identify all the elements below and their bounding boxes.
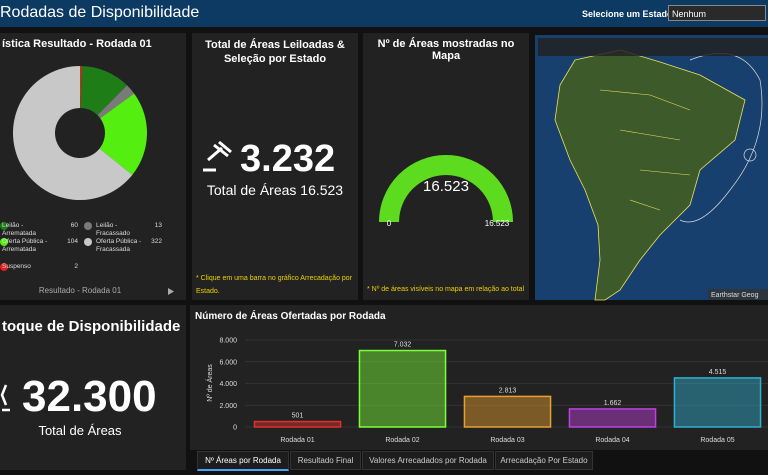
- legend-label: Oferta Pública - Fracassada: [96, 238, 142, 253]
- bar: [568, 408, 657, 428]
- y-tick-label: 0: [233, 425, 237, 432]
- y-tick-label: 2.000: [219, 403, 237, 410]
- tab[interactable]: Valores Arrecadados por Rodada: [362, 451, 494, 470]
- pie-slice: [80, 66, 128, 116]
- value-label: 4.515: [709, 369, 727, 376]
- state-select[interactable]: Nenhum: [668, 5, 766, 21]
- y-tick-label: 8.000: [219, 338, 237, 345]
- tab[interactable]: Resultado Final: [290, 451, 361, 470]
- bar: [253, 420, 342, 428]
- pie-slice: [99, 93, 148, 175]
- y-axis-label: Nº de Áreas: [205, 364, 214, 402]
- stock-title: toque de Disponibilidade: [2, 318, 181, 335]
- auction-title: Total de Áreas Leiloadas & Seleção por E…: [205, 39, 345, 65]
- stock-icon: [0, 384, 10, 412]
- map-borders: [599, 89, 691, 211]
- map-count-title: Nº de Áreas mostradas no Mapa: [377, 38, 515, 62]
- auction-panel: [192, 33, 358, 300]
- map-attribution-bg: [708, 289, 768, 300]
- bar: [463, 395, 552, 428]
- x-tick-label: Rodada 01: [280, 437, 314, 444]
- map-land: [554, 49, 746, 301]
- pie-slice: [97, 85, 135, 119]
- x-tick-label: Rodada 05: [700, 437, 734, 444]
- y-tick-label: 4.000: [219, 381, 237, 388]
- map-toolbar: [538, 38, 768, 56]
- gauge-max: 16.523: [485, 219, 510, 228]
- gavel-icon: [203, 140, 232, 172]
- tab[interactable]: Arrecadação Por Estado: [495, 451, 593, 470]
- header-bar: [0, 0, 768, 27]
- page-title: Rodadas de Disponibilidade: [0, 4, 200, 21]
- legend-swatch: [0, 222, 8, 230]
- map-count-note: * Nº de áreas visíveis no mapa em relaçã…: [367, 286, 525, 293]
- legend-value: 322: [151, 238, 162, 245]
- stock-value: 32.300: [22, 372, 157, 421]
- next-button[interactable]: [168, 288, 174, 295]
- auction-note: * Clique em uma barra no gráfico Arrecad…: [196, 275, 353, 295]
- rounds-title: Número de Áreas Ofertadas por Rodada: [195, 311, 386, 322]
- auction-value: 3.232: [240, 138, 336, 180]
- gauge-arc: [379, 155, 513, 223]
- value-label: 1.662: [604, 400, 622, 407]
- y-tick-label: 6.000: [219, 359, 237, 366]
- legend-swatch: [84, 238, 92, 246]
- bar: [358, 349, 447, 428]
- result-footer: Resultado - Rodada 01: [38, 286, 122, 295]
- value-label: 2.813: [499, 387, 517, 394]
- rounds-panel: [190, 305, 768, 450]
- legend-swatch: [0, 238, 8, 246]
- stock-subtitle: Total de Áreas: [38, 423, 122, 438]
- x-tick-label: Rodada 02: [385, 437, 419, 444]
- tab[interactable]: Nº Áreas por Rodada: [197, 451, 289, 471]
- legend-swatch: [0, 263, 8, 271]
- legend-label: Leilão - Arrematada: [2, 222, 36, 237]
- pie-slice: [80, 66, 82, 109]
- gauge-min: 0: [387, 219, 392, 228]
- state-label: Selecione um Estado: [582, 9, 673, 19]
- legend-value: 2: [74, 263, 78, 270]
- legend-label: Oferta Pública - Arrematada: [2, 238, 48, 253]
- result-title: ística Resultado - Rodada 01: [2, 38, 152, 50]
- legend-value: 60: [70, 222, 78, 229]
- value-label: 7.032: [394, 342, 412, 349]
- legend-swatch: [84, 222, 92, 230]
- map-island: [743, 148, 757, 162]
- bar: [673, 377, 762, 428]
- legend-value: 104: [67, 238, 78, 245]
- gauge-value: 16.523: [423, 178, 469, 195]
- value-label: 501: [292, 413, 304, 420]
- auction-subtitle: Total de Áreas 16.523: [206, 182, 344, 198]
- x-tick-label: Rodada 03: [490, 437, 524, 444]
- pie-slice: [12, 66, 133, 200]
- legend-label: Suspenso: [2, 263, 31, 270]
- x-tick-label: Rodada 04: [595, 437, 629, 444]
- legend-value: 13: [154, 222, 162, 229]
- map-attribution: Earthstar Geog: [711, 292, 759, 299]
- stock-panel: [0, 305, 186, 470]
- legend-label: Leilão - Fracassado: [96, 222, 130, 237]
